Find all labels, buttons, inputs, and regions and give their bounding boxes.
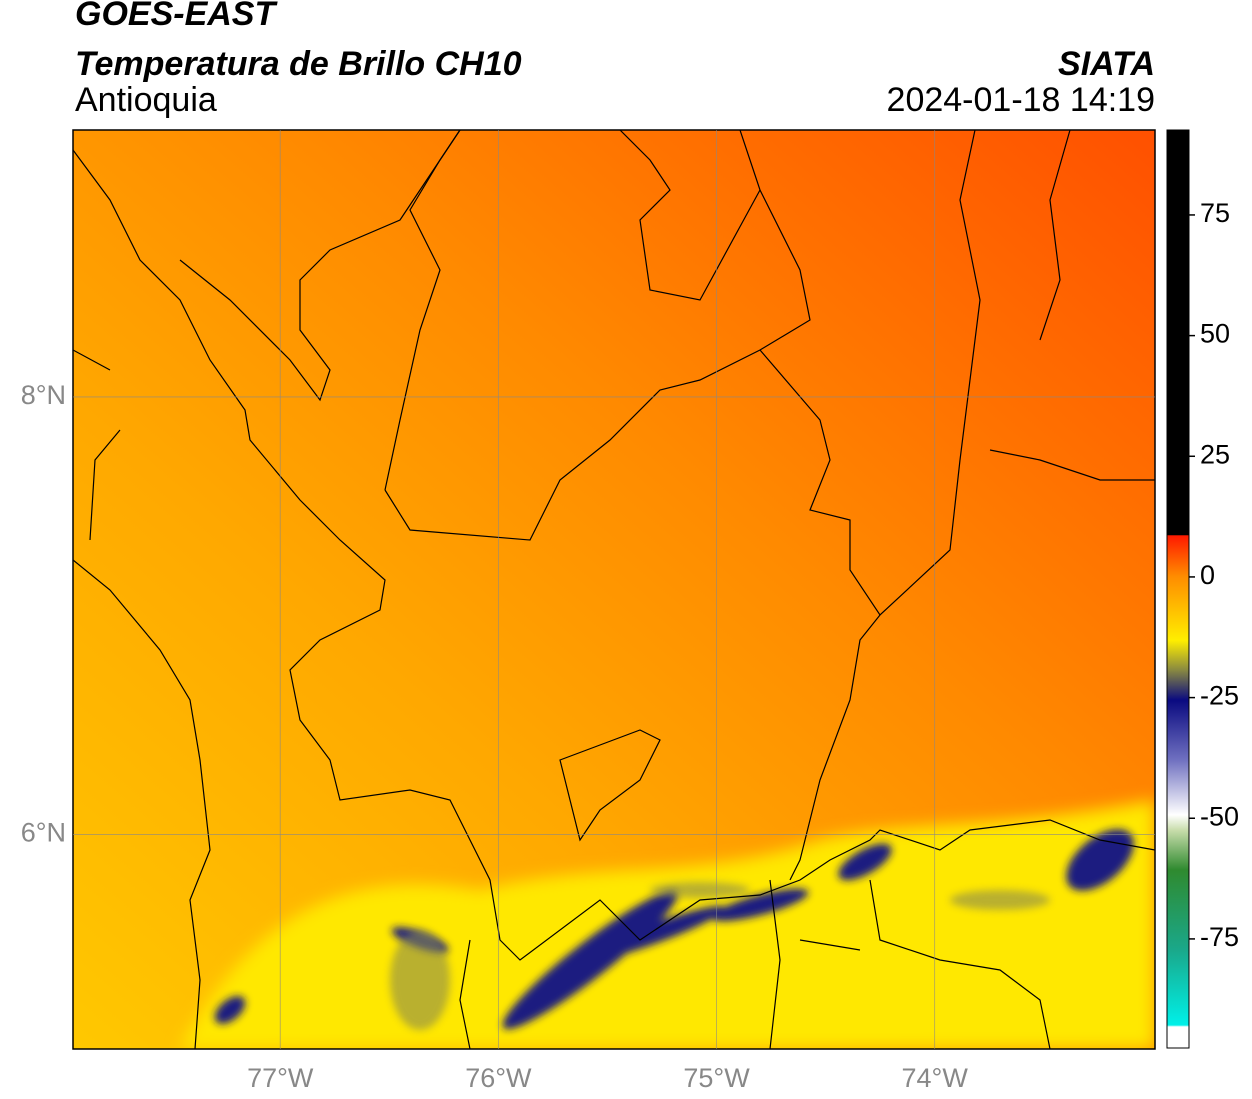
colorbar-tick-label: 0	[1200, 560, 1215, 590]
timestamp: 2024-01-18 14:19	[887, 81, 1155, 119]
lon-tick-label: 75°W	[683, 1063, 750, 1093]
map-image	[73, 130, 1155, 1049]
subtitle: Temperatura de Brillo CH10	[75, 45, 522, 83]
graticule: 77°W 76°W 75°W 74°W 8°N 6°N	[21, 130, 1155, 1093]
colorbar-tick-label: -75	[1200, 922, 1239, 952]
lon-tick-label: 76°W	[465, 1063, 532, 1093]
map-frame	[72, 129, 1156, 1050]
lat-tick-label: 8°N	[21, 380, 66, 410]
colorbar-tick-label: -25	[1200, 681, 1239, 711]
lon-tick-label: 77°W	[247, 1063, 314, 1093]
colorbar-tick-label: 25	[1200, 439, 1230, 469]
colorbar	[1166, 129, 1190, 1049]
colorbar-tick-label: -50	[1200, 801, 1239, 831]
region: Antioquia	[75, 81, 217, 119]
colorbar-tick-label: 75	[1200, 198, 1230, 228]
colorbar-tick-label: 50	[1200, 319, 1230, 349]
lat-tick-label: 6°N	[21, 818, 66, 848]
title: GOES-EAST	[75, 0, 278, 33]
lon-tick-label: 74°W	[902, 1063, 969, 1093]
colorbar-ticks: 75 50 25 0 -25 -50 -75	[1189, 198, 1239, 952]
source: SIATA	[1058, 45, 1155, 83]
